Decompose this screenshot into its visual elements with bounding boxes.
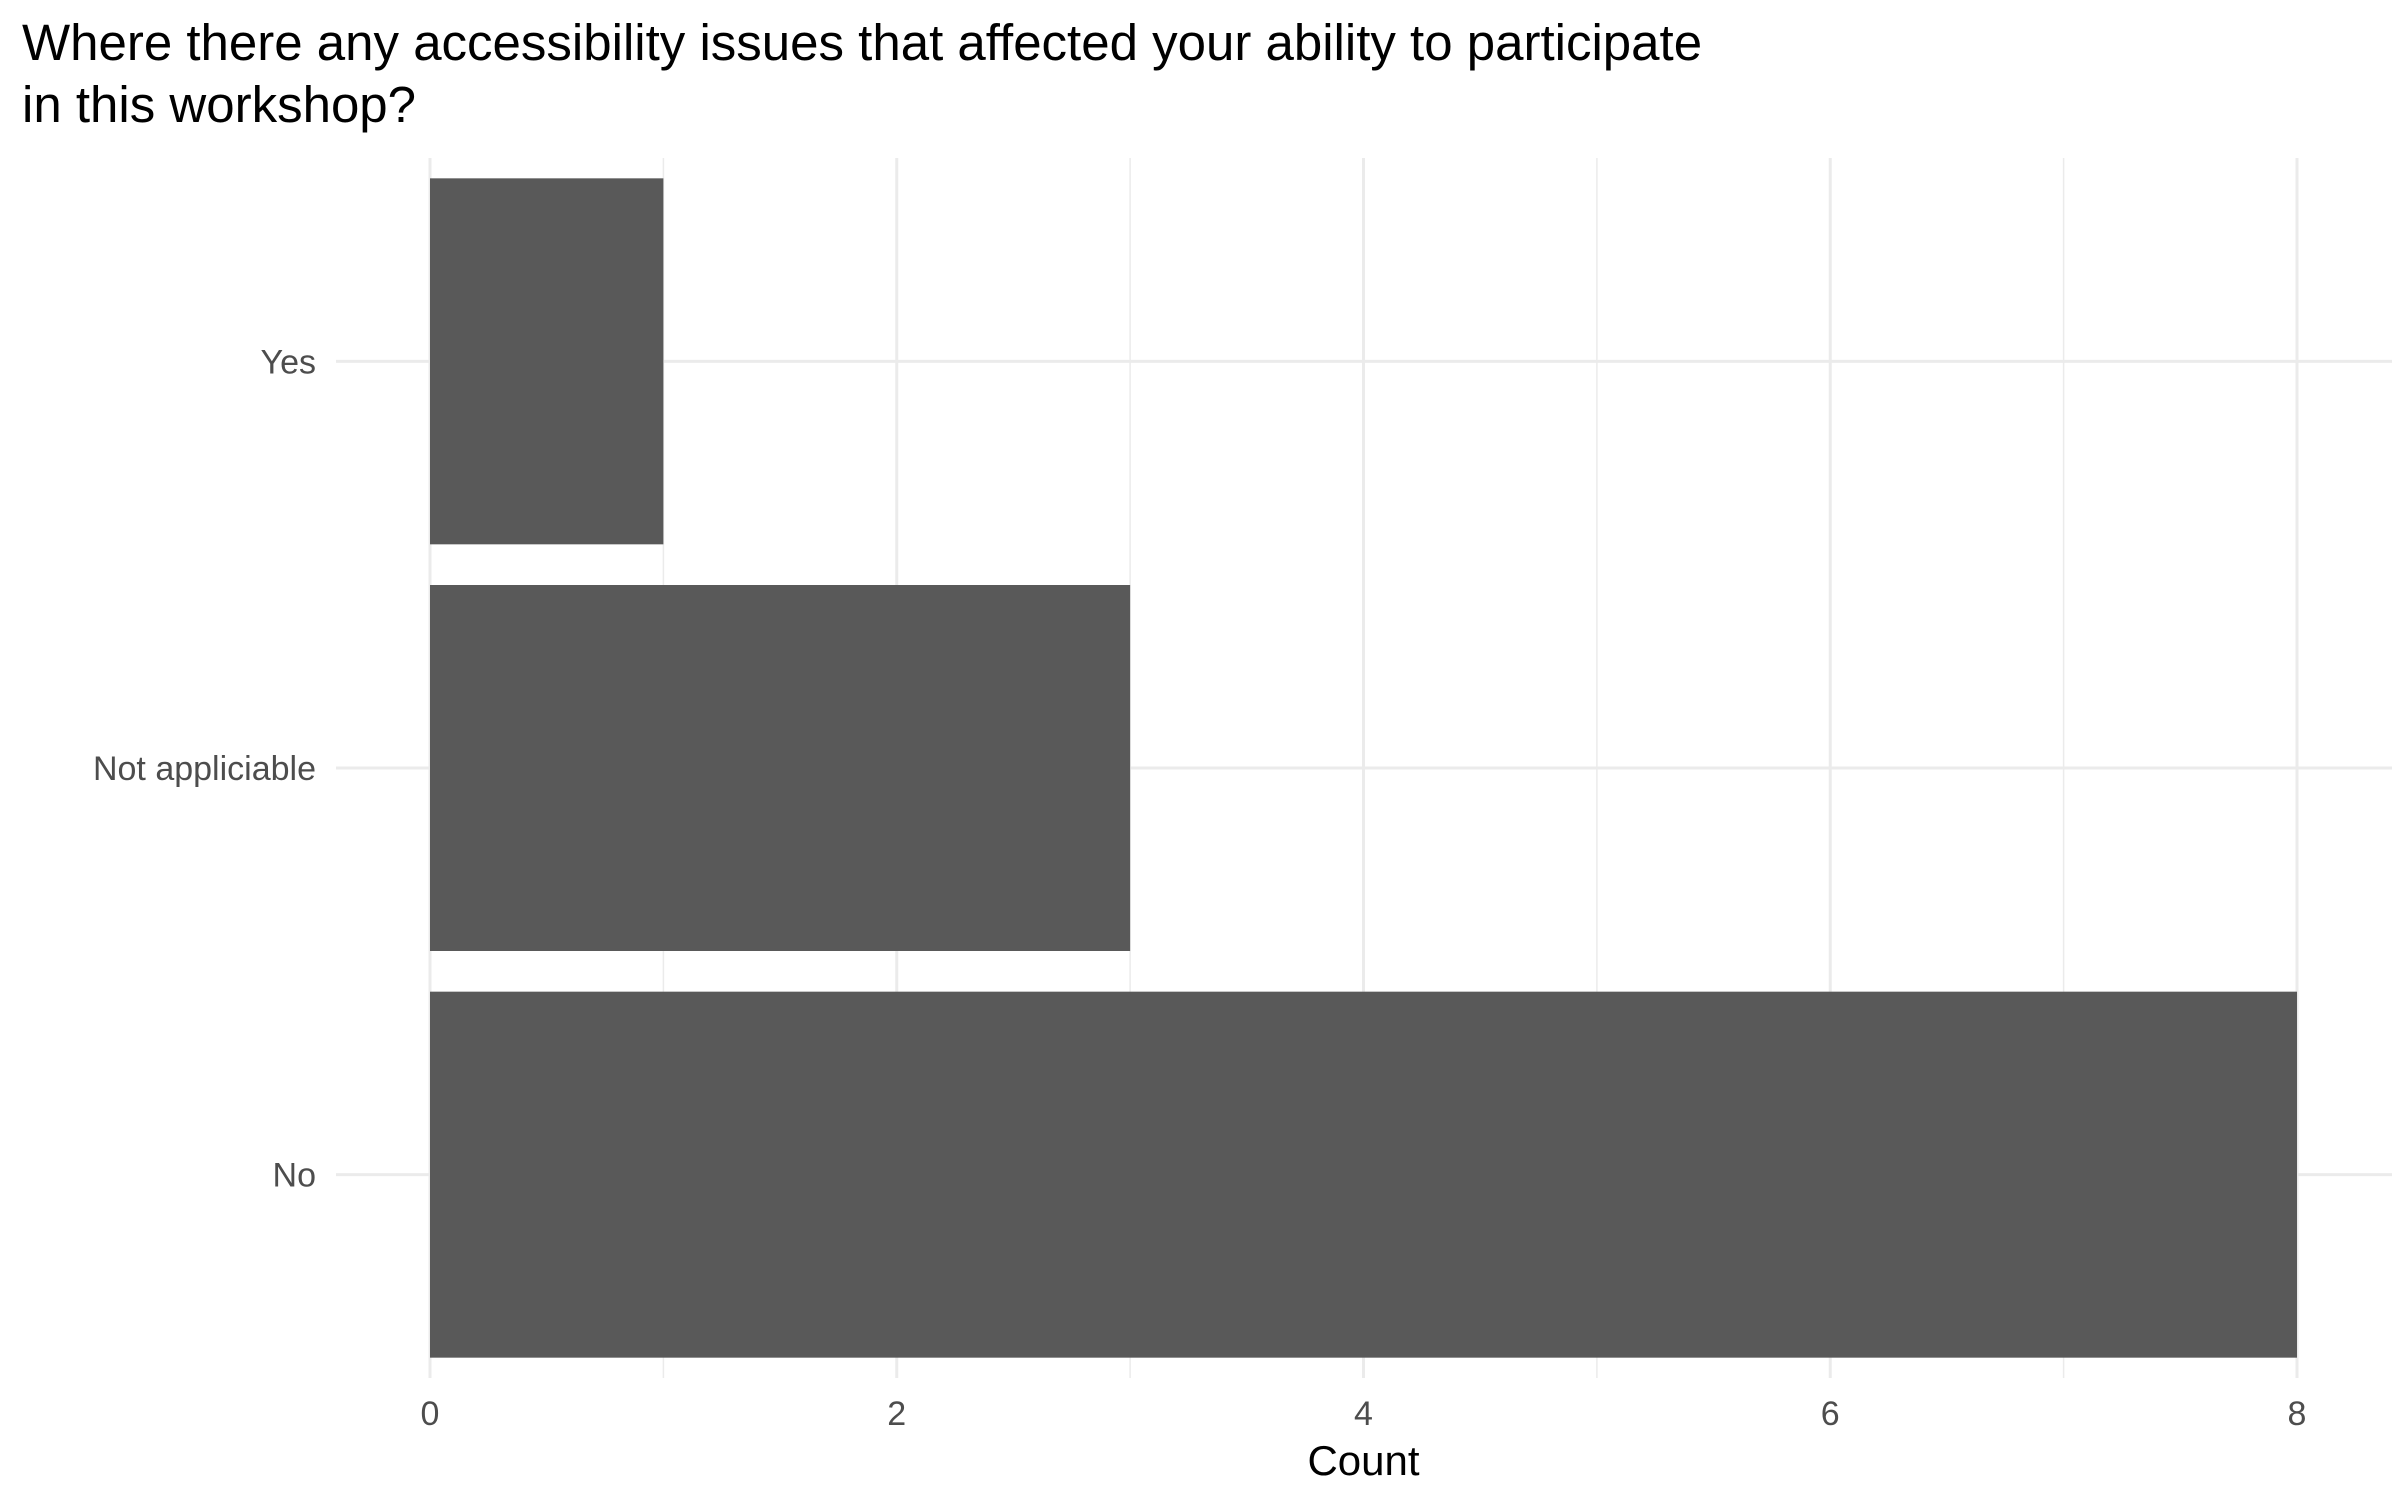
bar-no [430, 991, 2297, 1358]
y-tick-label: Yes [261, 343, 316, 381]
y-tick-label: No [273, 1157, 316, 1195]
x-tick-label: 4 [1354, 1395, 1373, 1433]
y-axis-ticks: No Not appliciable Yes [93, 343, 316, 1194]
x-tick-label: 8 [2288, 1395, 2307, 1433]
x-tick-label: 6 [1821, 1395, 1840, 1433]
bar-not-appliciable [430, 585, 1131, 951]
x-tick-label: 0 [421, 1395, 440, 1433]
bars [430, 178, 2297, 1358]
x-axis-ticks: 0 2 4 6 8 [421, 1395, 2307, 1433]
chart-title: Where there any accessibility issues tha… [22, 14, 1703, 133]
x-tick-label: 2 [887, 1395, 906, 1433]
x-axis-title: Count [1307, 1437, 1419, 1484]
y-tick-label: Not appliciable [93, 750, 316, 788]
bar-yes [430, 178, 664, 545]
